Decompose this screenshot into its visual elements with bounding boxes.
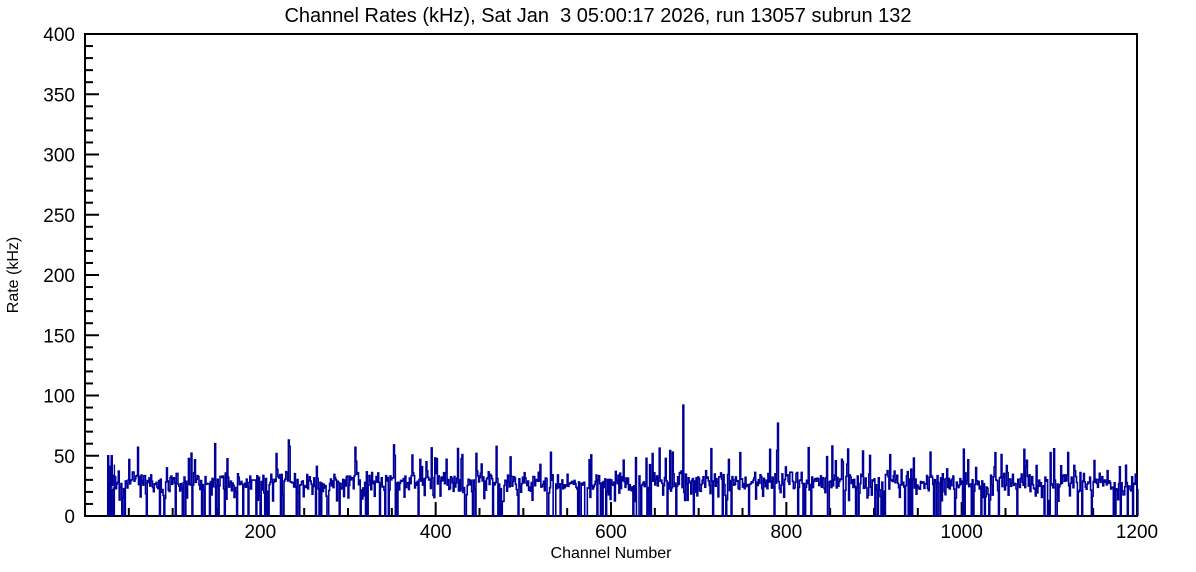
- y-axis-tick-label: 250: [43, 206, 75, 227]
- x-axis-tick-label: 600: [595, 522, 627, 543]
- y-axis-tick-label: 300: [43, 146, 75, 167]
- x-axis-tick-label: 200: [244, 522, 276, 543]
- y-axis-tick-label: 100: [43, 387, 75, 408]
- plot-frame-rect: [84, 33, 1138, 517]
- y-axis-tick-label: 350: [43, 85, 75, 106]
- y-axis: 0 50 100 150 200 250 300 350 400: [43, 25, 99, 528]
- x-axis-tick-label: 800: [770, 522, 802, 543]
- page-title: Channel Rates (kHz), Sat Jan 3 05:00:17 …: [284, 5, 912, 27]
- y-axis-tick-label: 400: [43, 25, 75, 46]
- histogram-data-series: [106, 404, 1139, 517]
- y-axis-tick-label: 150: [43, 326, 75, 347]
- y-axis-tick-label: 0: [64, 507, 75, 528]
- plot-frame: [84, 33, 1138, 517]
- x-axis-tick-label: 400: [420, 522, 452, 543]
- histogram-polyline: [106, 404, 1139, 517]
- y-axis-tick-label: 200: [43, 266, 75, 287]
- x-axis-tick-label: 1000: [941, 522, 983, 543]
- y-axis-title: Rate (kHz): [5, 237, 22, 313]
- x-axis: 200 400 600 800 1000 1200: [84, 502, 1158, 543]
- x-axis-tick-label: 1200: [1116, 522, 1158, 543]
- y-axis-tick-label: 50: [54, 447, 75, 468]
- x-axis-title: Channel Number: [551, 545, 673, 562]
